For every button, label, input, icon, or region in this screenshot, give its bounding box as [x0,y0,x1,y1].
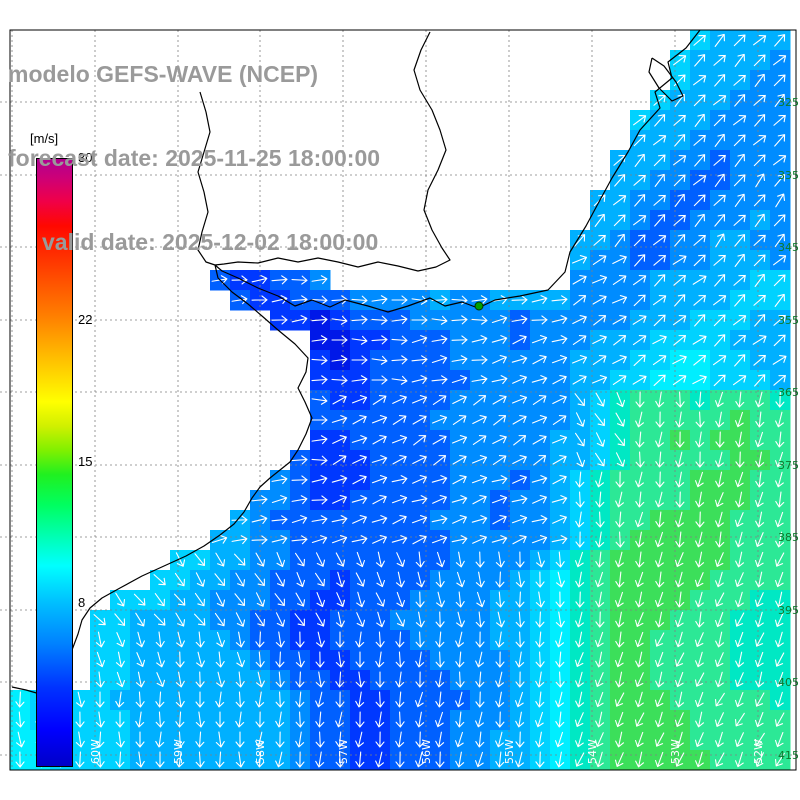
header: modelo GEFS-WAVE (NCEP) forecast date: 2… [8,4,380,312]
svg-text:56W: 56W [420,739,433,764]
coastline [9,29,797,771]
colorbar-gradient [36,158,73,767]
model-title: modelo GEFS-WAVE (NCEP) [8,61,319,87]
svg-text:335: 335 [778,169,799,182]
svg-text:52W: 52W [752,739,765,764]
colorbar-tick: 8 [78,595,86,611]
svg-text:345: 345 [778,241,799,254]
svg-text:54W: 54W [586,739,599,764]
svg-text:58W: 58W [254,739,267,764]
svg-text:59W: 59W [172,739,185,764]
valid-date-line: valid date: 2025-12-02 18:00:00 [42,229,379,255]
svg-text:57W: 57W [337,739,350,764]
colorbar-tick: 15 [78,453,93,469]
colorbar-tick: 30 [78,150,93,165]
svg-text:395: 395 [778,604,799,617]
svg-text:375: 375 [778,459,799,472]
axis-labels: 325 335 345 355 365 375 385 395 405 415 60W 59W 58W 5… [89,96,799,764]
svg-text:325: 325 [778,96,799,109]
station-marker [474,301,484,311]
svg-text:385: 385 [778,531,799,544]
svg-text:60W: 60W [89,739,102,764]
svg-text:355: 355 [778,314,799,327]
colorbar-tick: 22 [78,311,93,327]
svg-text:415: 415 [778,749,799,762]
forecast-date-line: forecast date: 2025-11-25 18:00:00 [8,145,381,171]
colorbar-unit-label: [m/s] [30,131,59,146]
direction-arrows [15,33,787,768]
svg-text:365: 365 [778,386,799,399]
svg-text:55W: 55W [503,739,516,764]
svg-text:405: 405 [778,676,799,689]
svg-text:53W: 53W [669,739,682,764]
colorbar: [m/s] 30 22 15 8 [0,0,120,800]
